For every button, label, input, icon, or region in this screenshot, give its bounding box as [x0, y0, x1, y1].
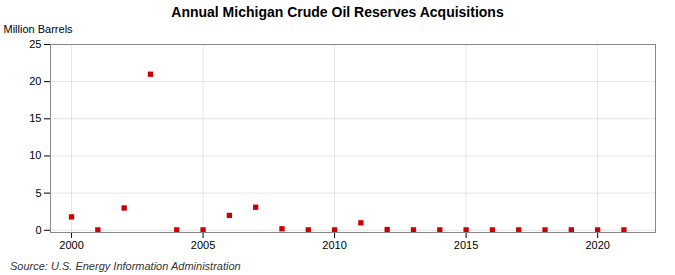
svg-text:2015: 2015	[454, 239, 478, 251]
svg-text:0: 0	[35, 224, 41, 236]
svg-text:Million Barrels: Million Barrels	[4, 23, 74, 35]
svg-text:25: 25	[29, 38, 41, 50]
html-text:Source: U.S. Energy Informatio: Source: U.S. Energy Information Administ…	[10, 260, 241, 272]
svg-text:2010: 2010	[322, 239, 346, 251]
svg-text:2005: 2005	[191, 239, 215, 251]
svg-text:20: 20	[29, 75, 41, 87]
svg-text:5: 5	[35, 187, 41, 199]
svg-text:15: 15	[29, 112, 41, 124]
svg-text:2000: 2000	[59, 239, 83, 251]
html-text:Annual Michigan Crude Oil Rese: Annual Michigan Crude Oil Reserves Acqui…	[171, 4, 504, 20]
svg-text:2020: 2020	[585, 239, 609, 251]
svg-text:10: 10	[29, 149, 41, 161]
